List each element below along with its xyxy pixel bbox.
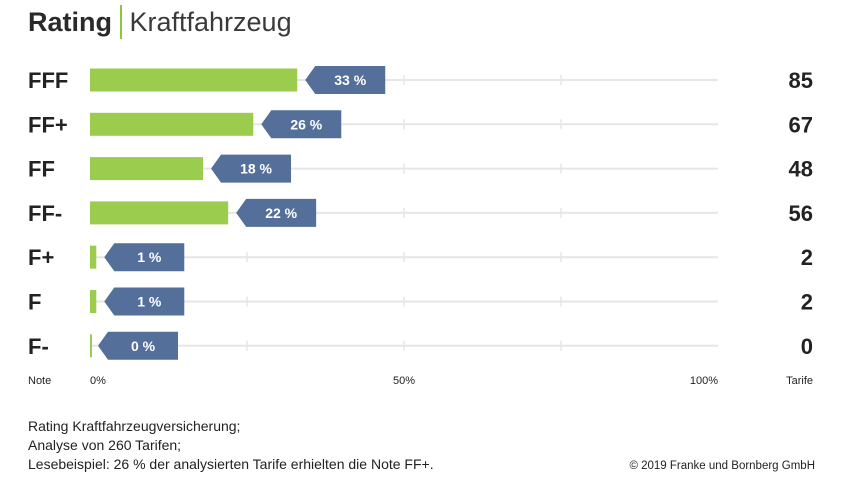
category-label: FF+ bbox=[28, 112, 68, 137]
value-label: 33 % bbox=[334, 72, 366, 88]
tarife-axis-label: Tarife bbox=[786, 375, 813, 387]
bar bbox=[90, 334, 92, 358]
value-label-box bbox=[104, 287, 185, 316]
value-label: 22 % bbox=[265, 205, 297, 221]
tarife-count: 85 bbox=[789, 68, 813, 93]
chart-footnote: Rating Kraftfahrzeugversicherung; Analys… bbox=[28, 417, 434, 474]
value-label: 26 % bbox=[290, 116, 322, 132]
value-label-box bbox=[261, 110, 342, 139]
footnote-line-3: Lesebeispiel: 26 % der analysierten Tari… bbox=[28, 456, 434, 472]
tarife-count: 2 bbox=[801, 290, 813, 315]
tarife-count: 48 bbox=[789, 157, 813, 182]
category-label: FF bbox=[28, 157, 55, 182]
category-label: FFF bbox=[28, 68, 68, 93]
value-label: 1 % bbox=[137, 294, 162, 310]
note-axis-label: Note bbox=[28, 375, 51, 387]
x-tick-label: 0% bbox=[90, 375, 106, 387]
title-rating: Rating bbox=[28, 6, 112, 37]
tarife-count: 56 bbox=[789, 201, 813, 226]
title-separator bbox=[120, 5, 122, 39]
value-label: 18 % bbox=[240, 161, 272, 177]
footnote-line-2: Analyse von 260 Tarifen; bbox=[28, 437, 182, 453]
category-label: F+ bbox=[28, 245, 54, 270]
footnote-line-1: Rating Kraftfahrzeugversicherung; bbox=[28, 418, 241, 434]
value-label: 0 % bbox=[131, 338, 156, 354]
category-label: F bbox=[28, 290, 41, 315]
bar bbox=[90, 245, 97, 269]
bar bbox=[90, 112, 254, 136]
value-label-box bbox=[305, 66, 386, 94]
chart-title: Rating Kraftfahrzeug bbox=[28, 4, 292, 40]
value-label-box bbox=[236, 198, 317, 227]
value-label-box bbox=[211, 154, 292, 183]
bar bbox=[90, 201, 229, 225]
value-label: 1 % bbox=[137, 249, 162, 265]
tarife-count: 0 bbox=[801, 334, 813, 359]
tarife-count: 67 bbox=[789, 112, 813, 137]
bar bbox=[90, 68, 298, 92]
title-subject: Kraftfahrzeug bbox=[129, 6, 292, 37]
bar bbox=[90, 290, 97, 313]
category-label: FF- bbox=[28, 201, 62, 226]
x-tick-label: 100% bbox=[690, 375, 718, 387]
value-label-box bbox=[98, 331, 178, 360]
x-tick-label: 50% bbox=[393, 375, 415, 387]
value-label-box bbox=[104, 243, 185, 272]
category-label: F- bbox=[28, 334, 49, 359]
bar bbox=[90, 157, 204, 181]
tarife-count: 2 bbox=[801, 245, 813, 270]
copyright-notice: © 2019 Franke und Bornberg GmbH bbox=[629, 460, 815, 472]
